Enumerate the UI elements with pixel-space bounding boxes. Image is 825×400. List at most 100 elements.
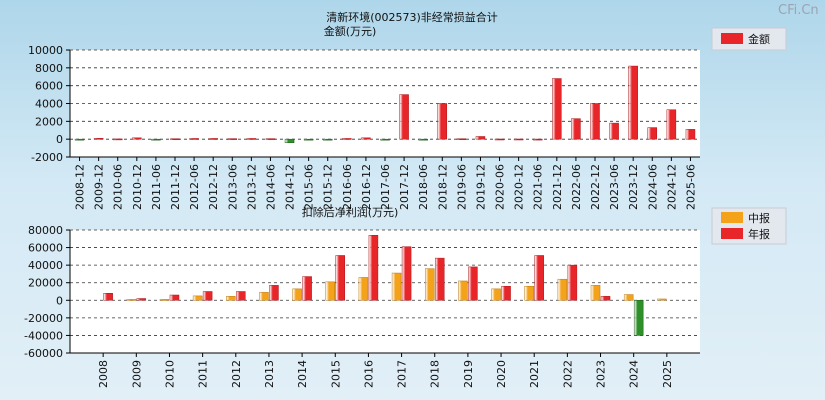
bottom-chart-title: 扣除后净利润(万元) <box>302 205 399 219</box>
bottom-bar-annual <box>434 257 445 301</box>
top-x-tick-label: 2012-06 <box>188 164 201 210</box>
bottom-x-tick-label: 2025 <box>661 360 674 388</box>
bottom-y-tick-label: -20000 <box>24 312 63 325</box>
top-y-tick-label: 6000 <box>35 80 63 93</box>
bottom-bar-interim <box>590 285 601 301</box>
top-x-tick-label: 2021-12 <box>551 164 564 210</box>
top-x-tick-label: 2025-06 <box>684 164 697 210</box>
bottom-x-tick-label: 2013 <box>263 360 276 388</box>
bottom-x-tick-label: 2008 <box>97 360 110 388</box>
bottom-bar-annual <box>335 255 346 301</box>
bottom-bar-interim <box>226 296 236 301</box>
top-bar <box>532 138 543 141</box>
top-bar <box>284 138 295 143</box>
top-x-tick-label: 2010-12 <box>131 164 144 210</box>
top-bar <box>93 138 104 140</box>
bottom-bar-annual <box>567 264 578 301</box>
top-bar <box>666 109 677 140</box>
top-x-tick-label: 2011-06 <box>150 164 163 210</box>
bottom-bar-interim <box>391 272 402 301</box>
top-bar <box>74 138 85 141</box>
top-bar <box>303 138 314 141</box>
bottom-x-tick-label: 2024 <box>628 360 641 388</box>
top-bar <box>494 138 505 141</box>
bottom-x-tick-label: 2023 <box>595 360 608 388</box>
top-bar <box>513 138 524 141</box>
top-chart-title: 清新环境(002573)非经常损益合计 <box>326 10 498 24</box>
top-y-tick-label: 8000 <box>35 62 63 75</box>
top-x-tick-label: 2016-12 <box>360 164 373 210</box>
bottom-bar-interim <box>325 281 336 301</box>
top-x-tick-label: 2009-12 <box>93 164 106 210</box>
top-y-tick-label: 10000 <box>28 44 63 57</box>
top-x-tick-label: 2020-06 <box>494 164 507 210</box>
bottom-bar-interim <box>458 280 468 301</box>
top-x-tick-label: 2022-12 <box>589 164 602 210</box>
bottom-bar-annual <box>600 296 611 301</box>
bottom-x-tick-label: 2009 <box>130 360 143 388</box>
top-bar <box>590 103 600 140</box>
bottom-bar-interim <box>259 292 269 301</box>
top-x-tick-label: 2013-12 <box>245 164 258 210</box>
bottom-chart: -60000 -40000 -20000 0 20000 40000 60000 80000 2… <box>24 224 700 388</box>
bottom-x-tick-label: 2014 <box>296 360 309 388</box>
top-bar <box>456 138 467 140</box>
top-x-tick-label: 2014-06 <box>264 164 277 210</box>
top-bar <box>437 103 448 140</box>
bottom-bar-annual <box>368 235 379 301</box>
bottom-bar-annual <box>103 293 113 301</box>
bottom-bar-annual <box>269 285 279 301</box>
top-legend: 金额 <box>711 27 787 51</box>
top-x-tick-label: 2011-12 <box>169 164 182 210</box>
top-chart-subtitle: 金额(万元) <box>324 24 377 38</box>
top-y-tick-label: 0 <box>56 133 63 146</box>
top-bar <box>380 138 390 141</box>
bottom-x-tick-label: 2019 <box>462 360 475 388</box>
bottom-y-tick-label: -60000 <box>24 347 63 360</box>
top-bar <box>265 138 276 140</box>
top-x-tick-label: 2017-06 <box>379 164 392 210</box>
bottom-y-tick-label: 60000 <box>28 242 63 255</box>
top-bar <box>132 137 142 140</box>
top-x-tick-label: 2018-12 <box>436 164 449 210</box>
bottom-bar-interim <box>292 288 302 301</box>
bottom-bar-interim <box>126 299 137 301</box>
bottom-y-tick-label: -40000 <box>24 329 63 342</box>
top-chart: -2000 0 2000 4000 6000 8000 10000 2008-12 2009-1… <box>28 44 700 210</box>
top-x-tick-label: 2010-06 <box>112 164 125 210</box>
watermark-text: CFi.Cn <box>778 3 819 18</box>
legend-label-annual: 年报 <box>748 227 770 241</box>
top-bar <box>399 94 409 140</box>
bottom-y-tick-label: 80000 <box>28 224 63 237</box>
legend-label-amount: 金额 <box>748 32 770 46</box>
bottom-bar-interim <box>159 299 170 301</box>
top-bar <box>628 65 638 140</box>
top-bar <box>647 127 658 140</box>
bottom-bar-interim <box>491 288 501 301</box>
top-bar <box>685 129 696 140</box>
bottom-bar-annual <box>633 300 644 336</box>
top-x-tick-label: 2017-12 <box>398 164 411 210</box>
top-x-tick-label: 2015-12 <box>322 164 335 210</box>
bottom-x-tick-label: 2022 <box>561 360 574 388</box>
top-x-tick-label: 2023-12 <box>627 164 640 210</box>
legend-swatch-amount <box>721 33 743 44</box>
top-x-tick-label: 2019-06 <box>455 164 468 210</box>
top-bar <box>112 138 123 141</box>
bottom-plot-area <box>70 230 700 353</box>
bottom-bar-interim <box>623 294 634 301</box>
top-x-tick-label: 2024-06 <box>646 164 659 210</box>
top-bar <box>342 138 352 140</box>
bottom-x-tick-label: 2015 <box>329 360 342 388</box>
top-bar <box>227 138 238 140</box>
top-bar <box>322 138 333 141</box>
bottom-bar-annual <box>169 294 180 301</box>
top-bar <box>475 136 486 140</box>
top-x-tick-label: 2018-06 <box>417 164 430 210</box>
top-y-tick-label: -2000 <box>31 151 63 164</box>
top-bar <box>552 78 562 140</box>
top-x-tick-label: 2015-06 <box>303 164 316 210</box>
bottom-bar-interim <box>657 298 667 301</box>
top-y-tick-label: 4000 <box>35 98 63 111</box>
